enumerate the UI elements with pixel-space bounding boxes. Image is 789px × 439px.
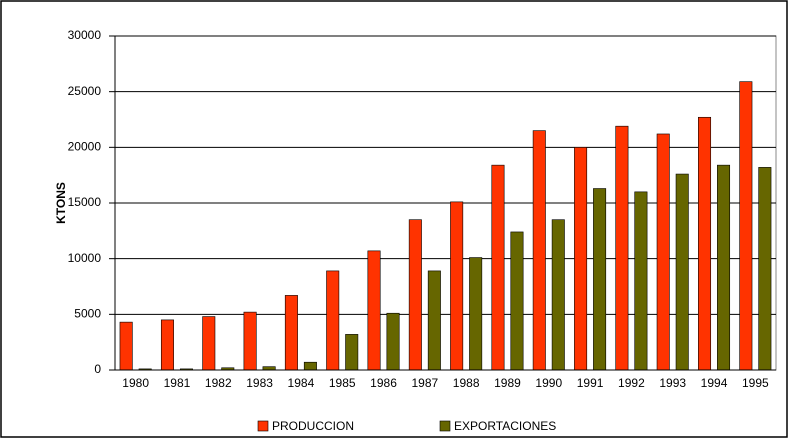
legend-swatch [439, 420, 451, 432]
bar [119, 321, 133, 371]
bar [717, 164, 731, 371]
bar [469, 257, 483, 371]
bar [202, 316, 216, 371]
bar [593, 188, 607, 371]
bar [450, 201, 464, 371]
bar [262, 366, 276, 371]
bar [615, 125, 629, 371]
bar [326, 270, 340, 371]
bar [634, 191, 648, 371]
x-tick-label: 1992 [618, 376, 645, 390]
y-tick-label: 5000 [74, 307, 101, 321]
x-tick-label: 1984 [288, 376, 315, 390]
bar [427, 270, 441, 371]
x-tick-label: 1989 [494, 376, 521, 390]
bar [675, 173, 689, 371]
bar [243, 311, 257, 371]
bar [551, 219, 565, 371]
x-tick-label: 1991 [577, 376, 604, 390]
bar [303, 361, 317, 371]
x-tick-label: 1981 [164, 376, 191, 390]
bar [656, 133, 670, 371]
bar [758, 167, 772, 371]
legend-label: PRODUCCION [272, 419, 354, 433]
y-tick-label: 30000 [68, 28, 102, 42]
bar [532, 130, 546, 371]
legend-swatch [257, 420, 269, 432]
bar [491, 164, 505, 371]
bar [510, 231, 524, 371]
bar [367, 250, 381, 371]
x-tick-label: 1980 [122, 376, 149, 390]
bar [408, 219, 422, 371]
y-axis-label: KTONS [54, 182, 68, 224]
x-tick-label: 1986 [370, 376, 397, 390]
x-tick-label: 1987 [411, 376, 438, 390]
x-tick-label: 1983 [246, 376, 273, 390]
x-tick-label: 1990 [535, 376, 562, 390]
y-tick-label: 25000 [68, 84, 102, 98]
x-tick-label: 1994 [701, 376, 728, 390]
bar [284, 295, 298, 371]
bar [574, 147, 588, 371]
bar [739, 81, 753, 371]
x-tick-label: 1982 [205, 376, 232, 390]
y-tick-label: 10000 [68, 251, 102, 265]
bar [698, 116, 712, 371]
y-tick-label: 0 [94, 362, 101, 376]
x-tick-label: 1985 [329, 376, 356, 390]
y-tick-label: 20000 [68, 140, 102, 154]
x-tick-label: 1993 [659, 376, 686, 390]
bar [160, 319, 174, 371]
y-tick-label: 15000 [68, 195, 102, 209]
x-tick-label: 1988 [453, 376, 480, 390]
bar [386, 312, 400, 371]
x-tick-label: 1995 [742, 376, 769, 390]
legend-label: EXPORTACIONES [454, 419, 556, 433]
bar [345, 334, 359, 371]
